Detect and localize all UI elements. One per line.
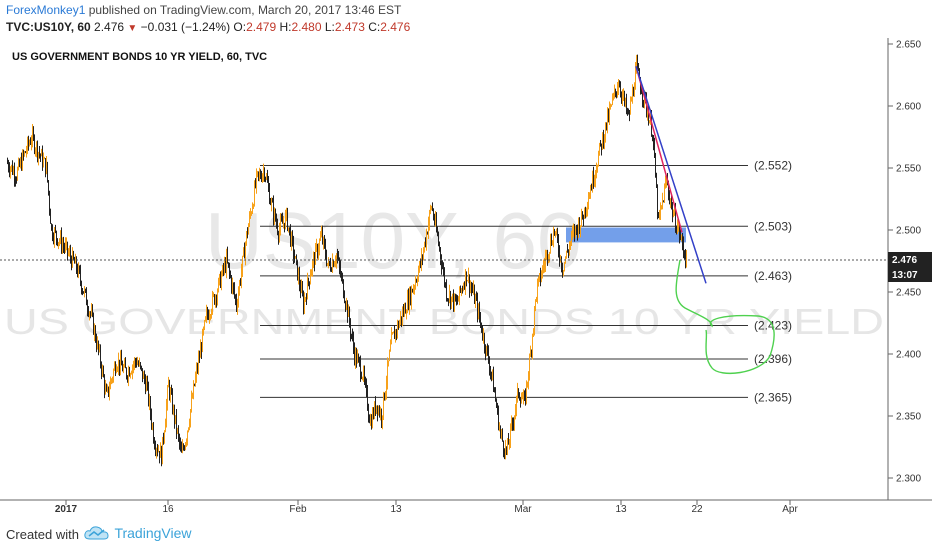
x-tick-label: 13 [390,504,402,515]
high-label: H: [279,20,292,34]
countdown-badge-text: 13:07 [892,270,918,281]
y-tick-label: 2.450 [896,288,921,299]
level-label: (2.503) [754,219,792,233]
trendline-red [635,66,683,233]
y-tick-label: 2.500 [896,226,921,237]
y-axis-ticks[interactable]: 2.650 2.600 2.550 2.500 2.450 2.400 2.350 2.300 [888,40,921,485]
tradingview-brand-text: TradingView [114,524,192,541]
chart-title: US GOVERNMENT BONDS 10 YR YIELD, 60, TVC [12,51,267,63]
symbol-watermark: US10Y, 60 US GOVERNMENT BONDS 10 YR YIELD [4,196,884,342]
current-price-badge-text: 2.476 [892,255,917,266]
y-tick-label: 2.400 [896,350,921,361]
open-value: 2.479 [246,20,277,34]
low-label: L: [324,20,335,34]
low-value: 2.473 [334,20,365,34]
demand-zone-rect [566,227,686,243]
chart-footer: Created with TradingView [0,518,932,550]
current-price-badge [888,252,932,267]
x-tick-label: 2017 [55,504,78,515]
trendlines [635,66,707,284]
y-tick-label: 2.300 [896,474,921,485]
last-price: 2.476 [94,20,125,34]
y-tick-label: 2.600 [896,102,921,113]
open-label: O: [233,20,247,34]
created-with-label: Created with [6,527,79,542]
publish-line: ForexMonkey1 published on TradingView.co… [6,3,401,17]
chart-header: ForexMonkey1 published on TradingView.co… [0,0,932,38]
price-chart[interactable]: US10Y, 60 US GOVERNMENT BONDS 10 YR YIELD… [0,38,932,518]
level-label: (2.396) [754,352,792,366]
x-tick-label: 13 [615,504,627,515]
price-change: −0.031 (−1.24%) [140,20,231,34]
y-tick-label: 2.350 [896,412,921,423]
watermark-name: US GOVERNMENT BONDS 10 YR YIELD [4,301,884,342]
y-tick-label: 2.650 [896,40,921,51]
countdown-badge [888,267,932,282]
high-value: 2.480 [291,20,322,34]
close-label: C: [368,20,381,34]
author-link[interactable]: ForexMonkey1 [6,3,86,17]
watermark-symbol: US10Y, 60 [205,196,582,285]
y-tick-label: 2.550 [896,164,921,175]
x-tick-label: 16 [162,504,174,515]
level-label: (2.552) [754,159,792,173]
x-tick-label: Mar [514,504,532,515]
x-tick-label: 22 [691,504,703,515]
tradingview-brand[interactable]: TradingView [84,524,192,542]
down-arrow-icon: ▼ [127,23,138,34]
close-value: 2.476 [380,20,411,34]
level-label: (2.463) [754,269,792,283]
projection-curve [675,259,775,375]
x-tick-label: Feb [289,504,307,515]
trendline-blue [635,66,707,284]
cloud-icon [84,526,109,540]
level-label: (2.365) [754,390,792,404]
x-tick-label: Apr [782,504,798,515]
symbol-label: TVC:US10Y, 60 [6,20,91,34]
projection-path [675,259,775,375]
x-axis-ticks[interactable]: 2017 16 Feb 13 Mar 13 22 Apr [55,500,799,515]
candlestick-series [7,54,687,467]
published-text: published on TradingView.com, March 20, … [88,3,402,17]
demand-zone [566,227,686,243]
ohlc-line: TVC:US10Y, 60 2.476 ▼ −0.031 (−1.24%) O:… [6,20,410,34]
